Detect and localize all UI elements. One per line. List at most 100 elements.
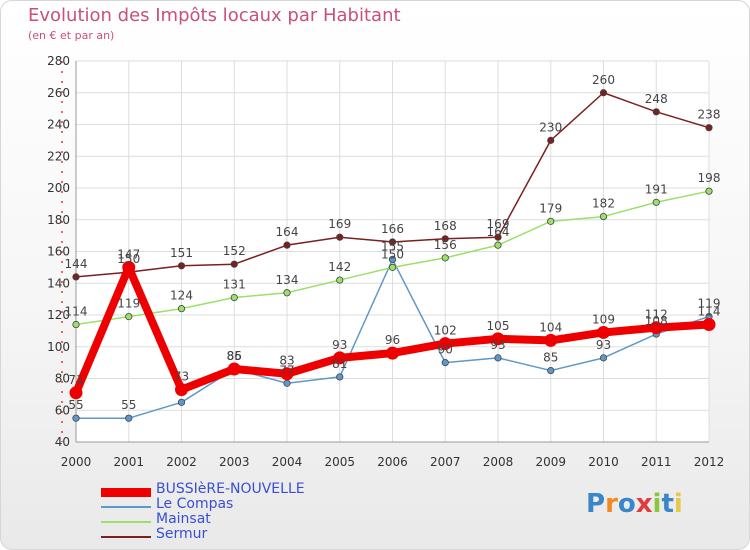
- x-tick-label: 2006: [377, 455, 408, 469]
- brand-letter: i: [652, 489, 662, 519]
- data-label-sermur: 151: [170, 246, 193, 260]
- legend-item: Sermur: [101, 526, 361, 545]
- data-point-sermur: [652, 108, 660, 116]
- y-tick-label: 280: [47, 54, 70, 68]
- data-label-sermur: 144: [65, 257, 88, 271]
- data-point-bussi-re-nouvelle: [597, 325, 610, 339]
- data-point-bussi-re-nouvelle: [69, 386, 83, 400]
- legend-label: BUSSIèRE-NOUVELLE: [156, 481, 305, 497]
- data-point-bussi-re-nouvelle: [649, 321, 663, 335]
- brand-letter: x: [635, 489, 653, 519]
- brand-letter: P: [586, 489, 606, 519]
- data-point-bussi-re-nouvelle: [333, 351, 347, 365]
- data-label-sermur: 152: [223, 244, 246, 258]
- data-point-bussi-re-nouvelle: [227, 362, 241, 376]
- data-point-sermur: [72, 273, 80, 281]
- data-point-mainsat: [177, 305, 186, 313]
- data-point-sermur: [441, 235, 449, 243]
- y-tick-label: 100: [47, 340, 70, 354]
- data-point-sermur: [230, 260, 238, 268]
- data-point-mainsat: [125, 312, 133, 321]
- data-point-le-compas: [599, 354, 608, 362]
- data-point-le-compas: [283, 379, 291, 387]
- data-point-mainsat: [599, 212, 608, 221]
- data-label-bussi-re-nouvelle: 102: [434, 324, 457, 338]
- legend-swatch: [101, 536, 151, 538]
- data-label-bussi-re-nouvelle: 114: [698, 305, 721, 319]
- x-tick-label: 2009: [535, 455, 566, 469]
- data-label-mainsat: 191: [645, 182, 668, 196]
- data-label-le-compas: 85: [543, 351, 558, 365]
- data-label-sermur: 169: [328, 217, 351, 231]
- legend-item: Mainsat: [101, 511, 361, 530]
- y-tick-label: 240: [47, 118, 70, 132]
- data-label-sermur: 230: [539, 120, 562, 134]
- data-point-mainsat: [72, 320, 80, 329]
- data-label-mainsat: 134: [276, 273, 299, 287]
- data-label-sermur: 150: [117, 252, 140, 266]
- data-label-le-compas: 155: [381, 239, 404, 253]
- data-point-sermur: [336, 233, 344, 241]
- data-label-sermur: 166: [381, 222, 404, 236]
- data-label-sermur: 248: [645, 92, 668, 106]
- data-label-mainsat: 156: [434, 238, 457, 252]
- x-tick-label: 2005: [324, 455, 355, 469]
- data-label-bussi-re-nouvelle: 71: [68, 373, 83, 387]
- data-point-mainsat: [283, 289, 291, 297]
- legend-item: BUSSIèRE-NOUVELLE: [101, 481, 361, 500]
- x-tick-label: 2011: [641, 455, 672, 469]
- data-point-mainsat: [230, 293, 238, 302]
- legend-label: Mainsat: [156, 511, 211, 527]
- data-point-mainsat: [336, 276, 344, 284]
- data-label-bussi-re-nouvelle: 93: [332, 338, 347, 352]
- data-point-sermur: [547, 136, 555, 144]
- legend-swatch: [101, 521, 151, 523]
- brand-letter: o: [617, 489, 636, 519]
- data-label-sermur: 260: [592, 73, 615, 87]
- data-label-bussi-re-nouvelle: 104: [539, 320, 562, 334]
- x-tick-label: 2004: [272, 455, 303, 469]
- data-point-le-compas: [336, 373, 344, 381]
- data-point-bussi-re-nouvelle: [386, 346, 399, 360]
- x-tick-label: 2002: [166, 455, 197, 469]
- y-tick-label: 140: [47, 276, 70, 290]
- data-point-sermur: [388, 238, 397, 246]
- data-point-le-compas: [177, 398, 186, 406]
- data-point-le-compas: [72, 414, 80, 422]
- data-label-mainsat: 131: [223, 278, 246, 292]
- data-point-sermur: [599, 89, 608, 97]
- data-point-mainsat: [441, 254, 449, 262]
- legend-swatch: [101, 487, 151, 497]
- data-point-bussi-re-nouvelle: [491, 332, 505, 346]
- data-label-sermur: 164: [276, 225, 299, 239]
- data-label-le-compas: 55: [121, 398, 136, 412]
- x-tick-label: 2000: [61, 455, 92, 469]
- data-label-le-compas: 93: [490, 338, 505, 352]
- y-tick-label: 160: [47, 245, 70, 259]
- data-label-bussi-re-nouvelle: 96: [385, 333, 400, 347]
- data-label-sermur: 169: [487, 217, 510, 231]
- legend-item: Le Compas: [101, 496, 361, 515]
- data-point-le-compas: [547, 366, 555, 375]
- data-point-mainsat: [705, 187, 713, 195]
- data-label-mainsat: 119: [117, 297, 140, 311]
- legend-label: Le Compas: [156, 496, 234, 512]
- y-tick-label: 120: [47, 308, 70, 322]
- data-point-bussi-re-nouvelle: [175, 383, 188, 397]
- data-label-mainsat: 124: [170, 289, 193, 303]
- data-label-bussi-re-nouvelle: 105: [487, 319, 510, 333]
- x-tick-label: 2012: [694, 455, 725, 469]
- data-point-sermur: [283, 241, 291, 249]
- data-point-le-compas: [441, 359, 449, 367]
- data-point-mainsat: [388, 263, 397, 271]
- data-label-mainsat: 198: [698, 171, 721, 185]
- data-point-sermur: [494, 233, 502, 241]
- chart-subtitle: (en € et par an): [28, 29, 115, 42]
- data-label-le-compas: 86: [227, 349, 242, 363]
- data-point-bussi-re-nouvelle: [122, 260, 136, 274]
- data-label-mainsat: 179: [539, 201, 562, 215]
- data-label-le-compas: 55: [68, 398, 83, 412]
- brand-letter: r: [605, 489, 618, 519]
